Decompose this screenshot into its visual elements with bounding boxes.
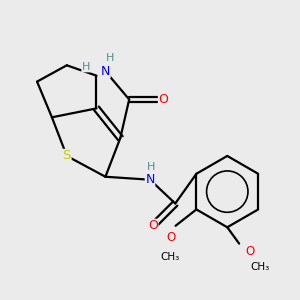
Text: O: O — [158, 93, 168, 106]
Text: O: O — [245, 244, 254, 258]
Text: S: S — [63, 149, 71, 162]
Text: H: H — [106, 53, 114, 63]
Text: CH₃: CH₃ — [250, 262, 270, 272]
Text: O: O — [148, 219, 158, 232]
Text: H: H — [82, 62, 90, 72]
Text: N: N — [101, 65, 110, 78]
Text: O: O — [167, 231, 176, 244]
Text: N: N — [145, 173, 155, 186]
Text: CH₃: CH₃ — [160, 252, 179, 262]
Text: H: H — [147, 162, 156, 172]
